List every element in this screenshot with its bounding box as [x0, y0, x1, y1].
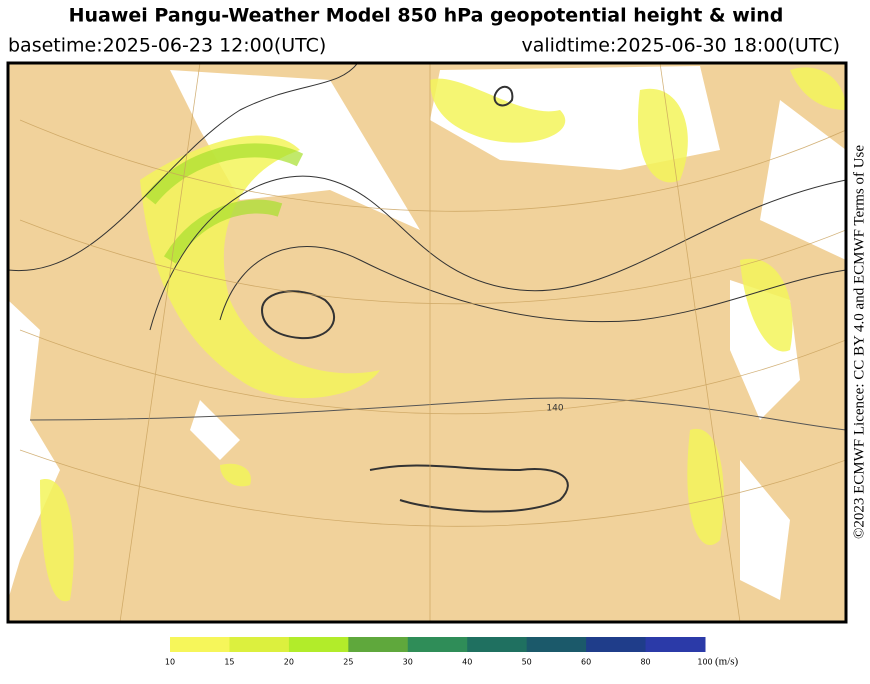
contours — [8, 63, 846, 513]
colorbar-tick-label: 20 — [284, 658, 294, 667]
colorbar-segment — [170, 637, 230, 652]
colorbar-segment — [288, 637, 349, 652]
colorbar-tick-label: 10 — [165, 658, 175, 667]
colorbar-segment — [526, 637, 587, 652]
map: 140 — [8, 63, 846, 622]
colorbar-segment — [467, 637, 528, 652]
colorbar-tick-label: 40 — [462, 658, 472, 667]
contour-label: 140 — [546, 404, 563, 414]
licence: ©2023 ECMWF Licence: CC BY 4.0 and ECMWF… — [851, 145, 867, 539]
graticule — [19, 63, 846, 622]
title: Huawei Pangu-Weather Model 850 hPa geopo… — [69, 5, 784, 27]
colorbar-tick-label: 50 — [522, 658, 532, 667]
colorbar-segment — [229, 637, 290, 652]
basetime: basetime:2025-06-23 12:00(UTC) — [8, 35, 326, 57]
validtime: validtime:2025-06-30 18:00(UTC) — [521, 35, 840, 57]
colorbar-unit: (m/s) — [715, 656, 739, 668]
colorbar-tick-label: 80 — [640, 658, 650, 667]
colorbar-segment — [586, 637, 647, 652]
colorbar-segment — [645, 637, 706, 652]
colorbar-segment — [348, 637, 409, 652]
colorbar-tick-label: 25 — [343, 658, 353, 667]
wind-shading — [40, 67, 846, 602]
colorbar-tick-label: 15 — [224, 658, 234, 667]
colorbar-tick-label: 60 — [581, 658, 591, 667]
colorbar-tick-label: 100 — [697, 658, 712, 667]
map-frame — [6, 61, 848, 624]
colorbar-tick-label: 30 — [403, 658, 413, 667]
wind-shading-strong — [144, 143, 304, 264]
colorbar-segment — [407, 637, 468, 652]
